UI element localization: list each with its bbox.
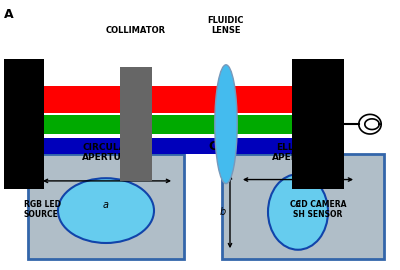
Text: b: b [220, 207, 226, 217]
Bar [44, 115, 292, 134]
Text: COLLIMATOR: COLLIMATOR [106, 26, 166, 35]
Bar [4, 59, 44, 189]
Text: C: C [208, 140, 217, 153]
Text: ELLIPTIC
APERTURE: ELLIPTIC APERTURE [272, 143, 324, 163]
Bar [292, 59, 344, 189]
Ellipse shape [58, 178, 154, 243]
Bar [44, 86, 292, 113]
Text: A: A [4, 8, 14, 21]
Text: FLUIDIC
LENSE: FLUIDIC LENSE [208, 16, 244, 35]
Bar [44, 138, 292, 154]
Bar [222, 154, 384, 259]
Text: RGB LED
SOURCE: RGB LED SOURCE [24, 200, 61, 219]
Text: CIRCULAR
APERTURE: CIRCULAR APERTURE [82, 143, 134, 163]
Text: B: B [8, 140, 18, 153]
Text: a: a [295, 199, 301, 209]
Text: CCD CAMERA
SH SENSOR: CCD CAMERA SH SENSOR [290, 200, 346, 219]
Bar [28, 154, 184, 259]
Ellipse shape [215, 65, 237, 184]
Bar [120, 68, 152, 181]
Text: a: a [103, 200, 109, 210]
Ellipse shape [268, 174, 328, 250]
